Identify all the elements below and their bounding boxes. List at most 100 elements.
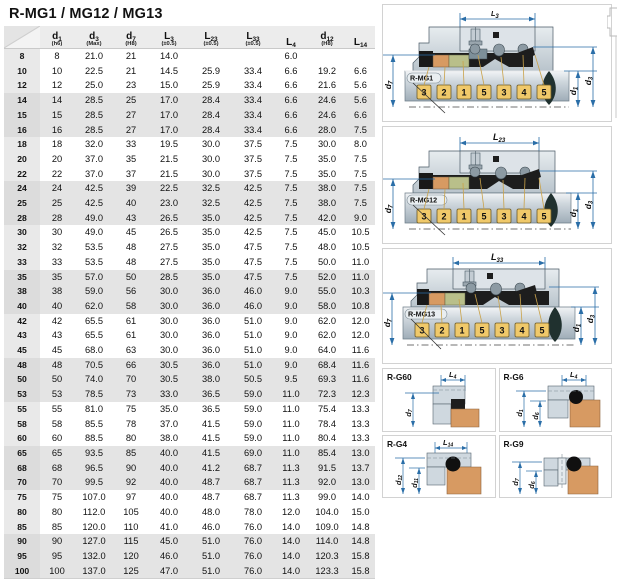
cell-L14: 13.3 bbox=[351, 418, 370, 429]
cell-L3: 40.0 bbox=[148, 445, 190, 461]
figure-r-mg1: L3 bbox=[382, 4, 612, 122]
cell-L23: 41.5 bbox=[190, 445, 232, 461]
cell-L4: 9.0 bbox=[284, 315, 298, 326]
cell-L23: 28.4 bbox=[190, 107, 232, 123]
cell-d12: 28.0 bbox=[308, 122, 346, 138]
table-row: 38 38 59.0 56 30.0 36.0 46.0 9.0 55.0 10.3 bbox=[4, 284, 375, 299]
cell-d12: 68.4 bbox=[308, 357, 346, 373]
cell-L14: 7.5 bbox=[346, 196, 375, 211]
cell-d1: 14 bbox=[40, 93, 74, 108]
cell-L4: 14.0 bbox=[274, 563, 308, 579]
cell-L3: 35.0 bbox=[159, 403, 179, 414]
cell-d3: 53.5 bbox=[84, 242, 104, 253]
cell-L33: 59.0 bbox=[243, 433, 263, 444]
cell-d7: 35 bbox=[125, 153, 137, 164]
cell-d3: 132.0 bbox=[74, 548, 114, 564]
cell-L33: 76.0 bbox=[232, 534, 274, 549]
row-key: 75 bbox=[4, 490, 40, 505]
cell-L33: 46.0 bbox=[232, 284, 274, 299]
cell-d12: 91.5 bbox=[308, 460, 346, 476]
cell-d12: 45.0 bbox=[317, 227, 337, 238]
cell-L3: 15.0 bbox=[159, 80, 179, 91]
cell-d1: 24 bbox=[40, 181, 74, 197]
cell-d12: 64.0 bbox=[317, 345, 337, 356]
row-key: 28 bbox=[4, 210, 40, 226]
cell-L4: 9.0 bbox=[274, 284, 308, 299]
table-row: 90 90 127.0 115 45.0 51.0 76.0 14.0 114.0 14.8 bbox=[4, 534, 375, 549]
table-row: 95 95 132.0 120 46.0 51.0 76.0 14.0 120.3 15.8 bbox=[4, 548, 375, 564]
callout-number: 2 bbox=[441, 88, 446, 98]
dimension-d1-d3 bbox=[539, 170, 597, 229]
cell-L3: 26.5 bbox=[159, 227, 179, 238]
column-header-d7: d7 (H8) bbox=[114, 26, 148, 49]
figure-label: R-G4 bbox=[387, 438, 408, 449]
callout-leaders bbox=[423, 54, 545, 86]
cell-d1: 35 bbox=[40, 269, 74, 285]
dimension-d12 bbox=[395, 457, 425, 494]
cell-L14: 10.5 bbox=[351, 227, 370, 238]
cell-d3: 70.5 bbox=[74, 357, 114, 373]
dimension-d11 bbox=[409, 467, 425, 494]
cell-d7: 110 bbox=[123, 521, 139, 532]
row-key: 80 bbox=[4, 504, 40, 520]
cell-L3: 47.0 bbox=[148, 563, 190, 579]
cell-d1: 40 bbox=[40, 298, 74, 314]
cell-L4: 6.6 bbox=[274, 93, 308, 108]
dimension-d6 bbox=[525, 470, 542, 494]
row-key: 48 bbox=[4, 357, 40, 373]
cell-d3: 42.5 bbox=[74, 196, 114, 211]
row-key: 43 bbox=[4, 328, 40, 344]
table-row: 85 85 120.0 110 41.0 46.0 76.0 14.0 109.0 14.8 bbox=[4, 519, 375, 535]
cell-L23: 35.0 bbox=[201, 227, 221, 238]
dimension-label-d3: d3 bbox=[583, 76, 595, 85]
dimension-label-L4: L4 bbox=[570, 370, 578, 381]
cell-d12: 62.0 bbox=[317, 330, 337, 341]
table-row: 58 58 85.5 78 37.0 41.5 59.0 11.0 78.4 13.3 bbox=[4, 416, 375, 432]
cell-d3: 65.5 bbox=[84, 330, 104, 341]
cell-L33: 42.5 bbox=[232, 196, 274, 211]
cell-d7: 39 bbox=[114, 181, 148, 197]
figure-label-badge: R-MG1 bbox=[406, 72, 442, 84]
cell-L33: 50.5 bbox=[232, 372, 274, 388]
dimension-label-d1: d1 bbox=[571, 323, 583, 332]
row-key: 33 bbox=[4, 254, 40, 270]
cell-L23: 46.0 bbox=[201, 521, 221, 532]
column-header-L3: L3 (±0.5) bbox=[148, 26, 190, 49]
cell-d3: 65.5 bbox=[84, 315, 104, 326]
row-key: 53 bbox=[4, 387, 40, 402]
column-header-d12: d12 (H8) bbox=[308, 26, 346, 49]
cell-L33: 78.0 bbox=[243, 506, 263, 517]
cell-L3: 26.5 bbox=[148, 210, 190, 226]
table-row: 75 75 107.0 97 40.0 48.7 68.7 11.3 99.0 14.0 bbox=[4, 490, 375, 505]
cell-L14 bbox=[346, 49, 375, 64]
table-row: 25 25 42.5 40 23.0 32.5 42.5 7.5 38.0 7.5 bbox=[4, 196, 375, 211]
cell-d3: 49.0 bbox=[74, 210, 114, 226]
cell-L14: 5.6 bbox=[346, 93, 375, 108]
table-row: 24 24 42.5 39 22.5 32.5 42.5 7.5 38.0 7.5 bbox=[4, 181, 375, 197]
row-key: 58 bbox=[4, 416, 40, 432]
cell-L4: 9.0 bbox=[284, 345, 298, 356]
row-key: 24 bbox=[4, 181, 40, 197]
dimension-label-d11: d11 bbox=[410, 477, 420, 487]
cell-L4: 6.6 bbox=[274, 107, 308, 123]
cell-L14: 7.5 bbox=[346, 122, 375, 138]
cell-L14: 11.6 bbox=[346, 357, 375, 373]
callout-number: 2 bbox=[441, 212, 446, 222]
cell-L14: 11.6 bbox=[346, 372, 375, 388]
cell-L3: 40.0 bbox=[159, 492, 179, 503]
callout-number: 5 bbox=[541, 88, 546, 98]
cell-d12: 52.0 bbox=[308, 269, 346, 285]
cell-L14: 10.8 bbox=[346, 298, 375, 314]
cell-L4: 6.6 bbox=[274, 122, 308, 138]
cell-L4: 6.6 bbox=[284, 80, 298, 91]
row-key: 30 bbox=[4, 225, 40, 241]
cell-L4: 14.0 bbox=[274, 534, 308, 549]
cell-d12: 35.0 bbox=[317, 168, 337, 179]
row-key: 38 bbox=[4, 284, 40, 299]
cell-L33: 42.5 bbox=[243, 227, 263, 238]
row-key: 60 bbox=[4, 431, 40, 446]
callout-row: 3 2 1 5 3 4 5 bbox=[416, 84, 552, 100]
table-row: 80 80 112.0 105 40.0 48.0 78.0 12.0 104.0 15.0 bbox=[4, 504, 375, 520]
row-key: 16 bbox=[4, 122, 40, 138]
cell-L33: 51.0 bbox=[243, 345, 263, 356]
